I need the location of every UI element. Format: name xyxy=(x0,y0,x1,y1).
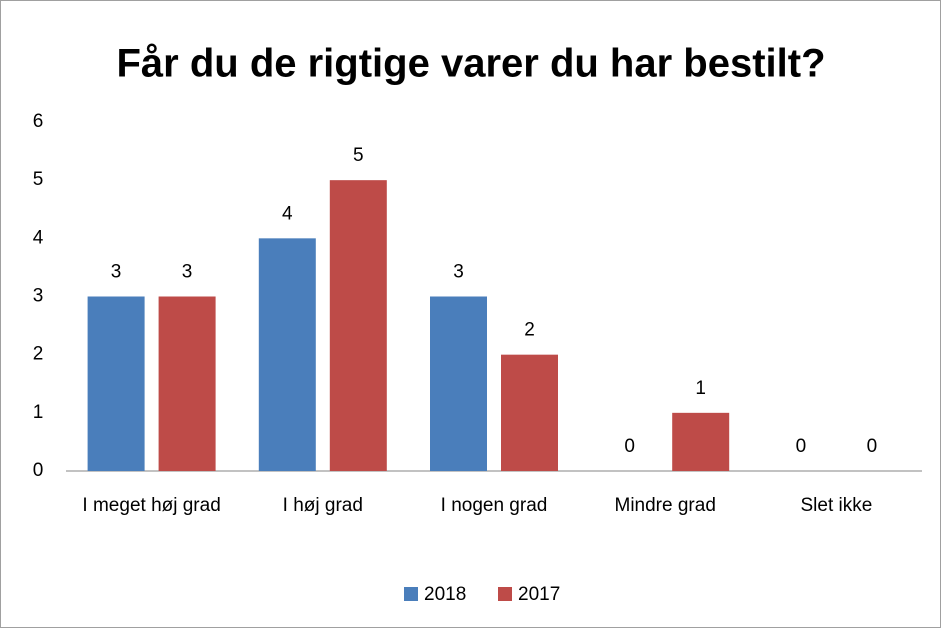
legend-swatch xyxy=(404,587,418,601)
x-tick-label: Mindre grad xyxy=(615,495,716,516)
y-tick-label: 3 xyxy=(33,286,44,307)
x-tick-label: I nogen grad xyxy=(441,495,548,516)
y-tick-label: 0 xyxy=(33,460,44,481)
bar xyxy=(501,354,558,471)
x-tick-label: Slet ikke xyxy=(800,495,872,516)
x-tick-label: I høj grad xyxy=(283,495,363,516)
legend-label: 2017 xyxy=(518,584,560,605)
data-label: 0 xyxy=(867,436,878,457)
data-label: 0 xyxy=(624,436,635,457)
data-label: 1 xyxy=(695,378,706,399)
bar xyxy=(87,296,145,471)
legend-swatch xyxy=(498,587,512,601)
data-label: 2 xyxy=(524,320,535,341)
y-tick-label: 6 xyxy=(33,111,44,132)
bar xyxy=(329,180,387,471)
data-label: 3 xyxy=(453,262,464,283)
data-label: 0 xyxy=(796,436,807,457)
chart-title: Får du de rigtige varer du har bestilt? xyxy=(116,42,825,86)
y-tick-label: 5 xyxy=(33,169,44,190)
data-label: 4 xyxy=(282,203,293,224)
data-label: 5 xyxy=(353,145,364,166)
bar xyxy=(258,238,316,471)
bar xyxy=(158,296,216,471)
y-tick-label: 2 xyxy=(33,344,44,365)
bar xyxy=(430,296,487,471)
x-tick-label: I meget høj grad xyxy=(82,495,220,516)
data-label: 3 xyxy=(111,262,122,283)
data-label: 3 xyxy=(182,262,193,283)
y-tick-label: 1 xyxy=(33,402,44,423)
y-tick-label: 4 xyxy=(33,227,44,248)
legend-label: 2018 xyxy=(424,584,466,605)
bar xyxy=(672,412,730,471)
